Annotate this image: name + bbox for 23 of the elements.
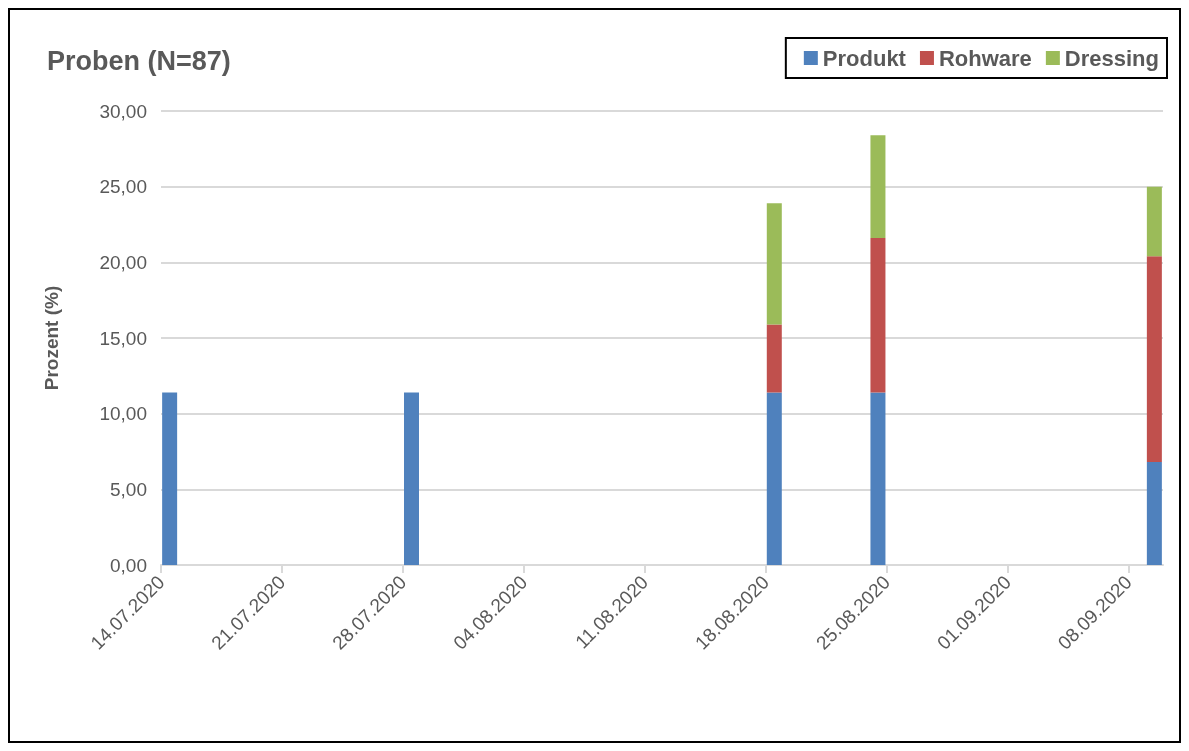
bar: [870, 392, 886, 565]
bar: [766, 203, 782, 325]
bar: [1146, 256, 1162, 463]
bar: [162, 392, 178, 565]
chart-title: Proben (N=87): [47, 45, 231, 76]
y-tick-label: 15,00: [99, 327, 147, 349]
bar: [870, 238, 886, 393]
y-tick-label: 25,00: [99, 176, 147, 198]
legend-label: Dressing: [1064, 45, 1160, 71]
y-tick-label: 0,00: [110, 554, 147, 576]
y-tick-label: 10,00: [99, 403, 147, 425]
bar: [870, 135, 886, 239]
legend-label: Produkt: [822, 45, 907, 71]
bar: [1146, 462, 1162, 565]
bar: [1146, 186, 1162, 257]
legend-label: Rohware: [938, 45, 1032, 71]
bar: [404, 392, 419, 565]
bar: [766, 324, 782, 393]
y-tick-label: 5,00: [110, 478, 147, 500]
bar: [766, 392, 782, 565]
y-tick-label: 20,00: [99, 251, 147, 273]
y-tick-label: 30,00: [99, 100, 147, 122]
y-axis-title: Prozent (%): [41, 285, 62, 391]
